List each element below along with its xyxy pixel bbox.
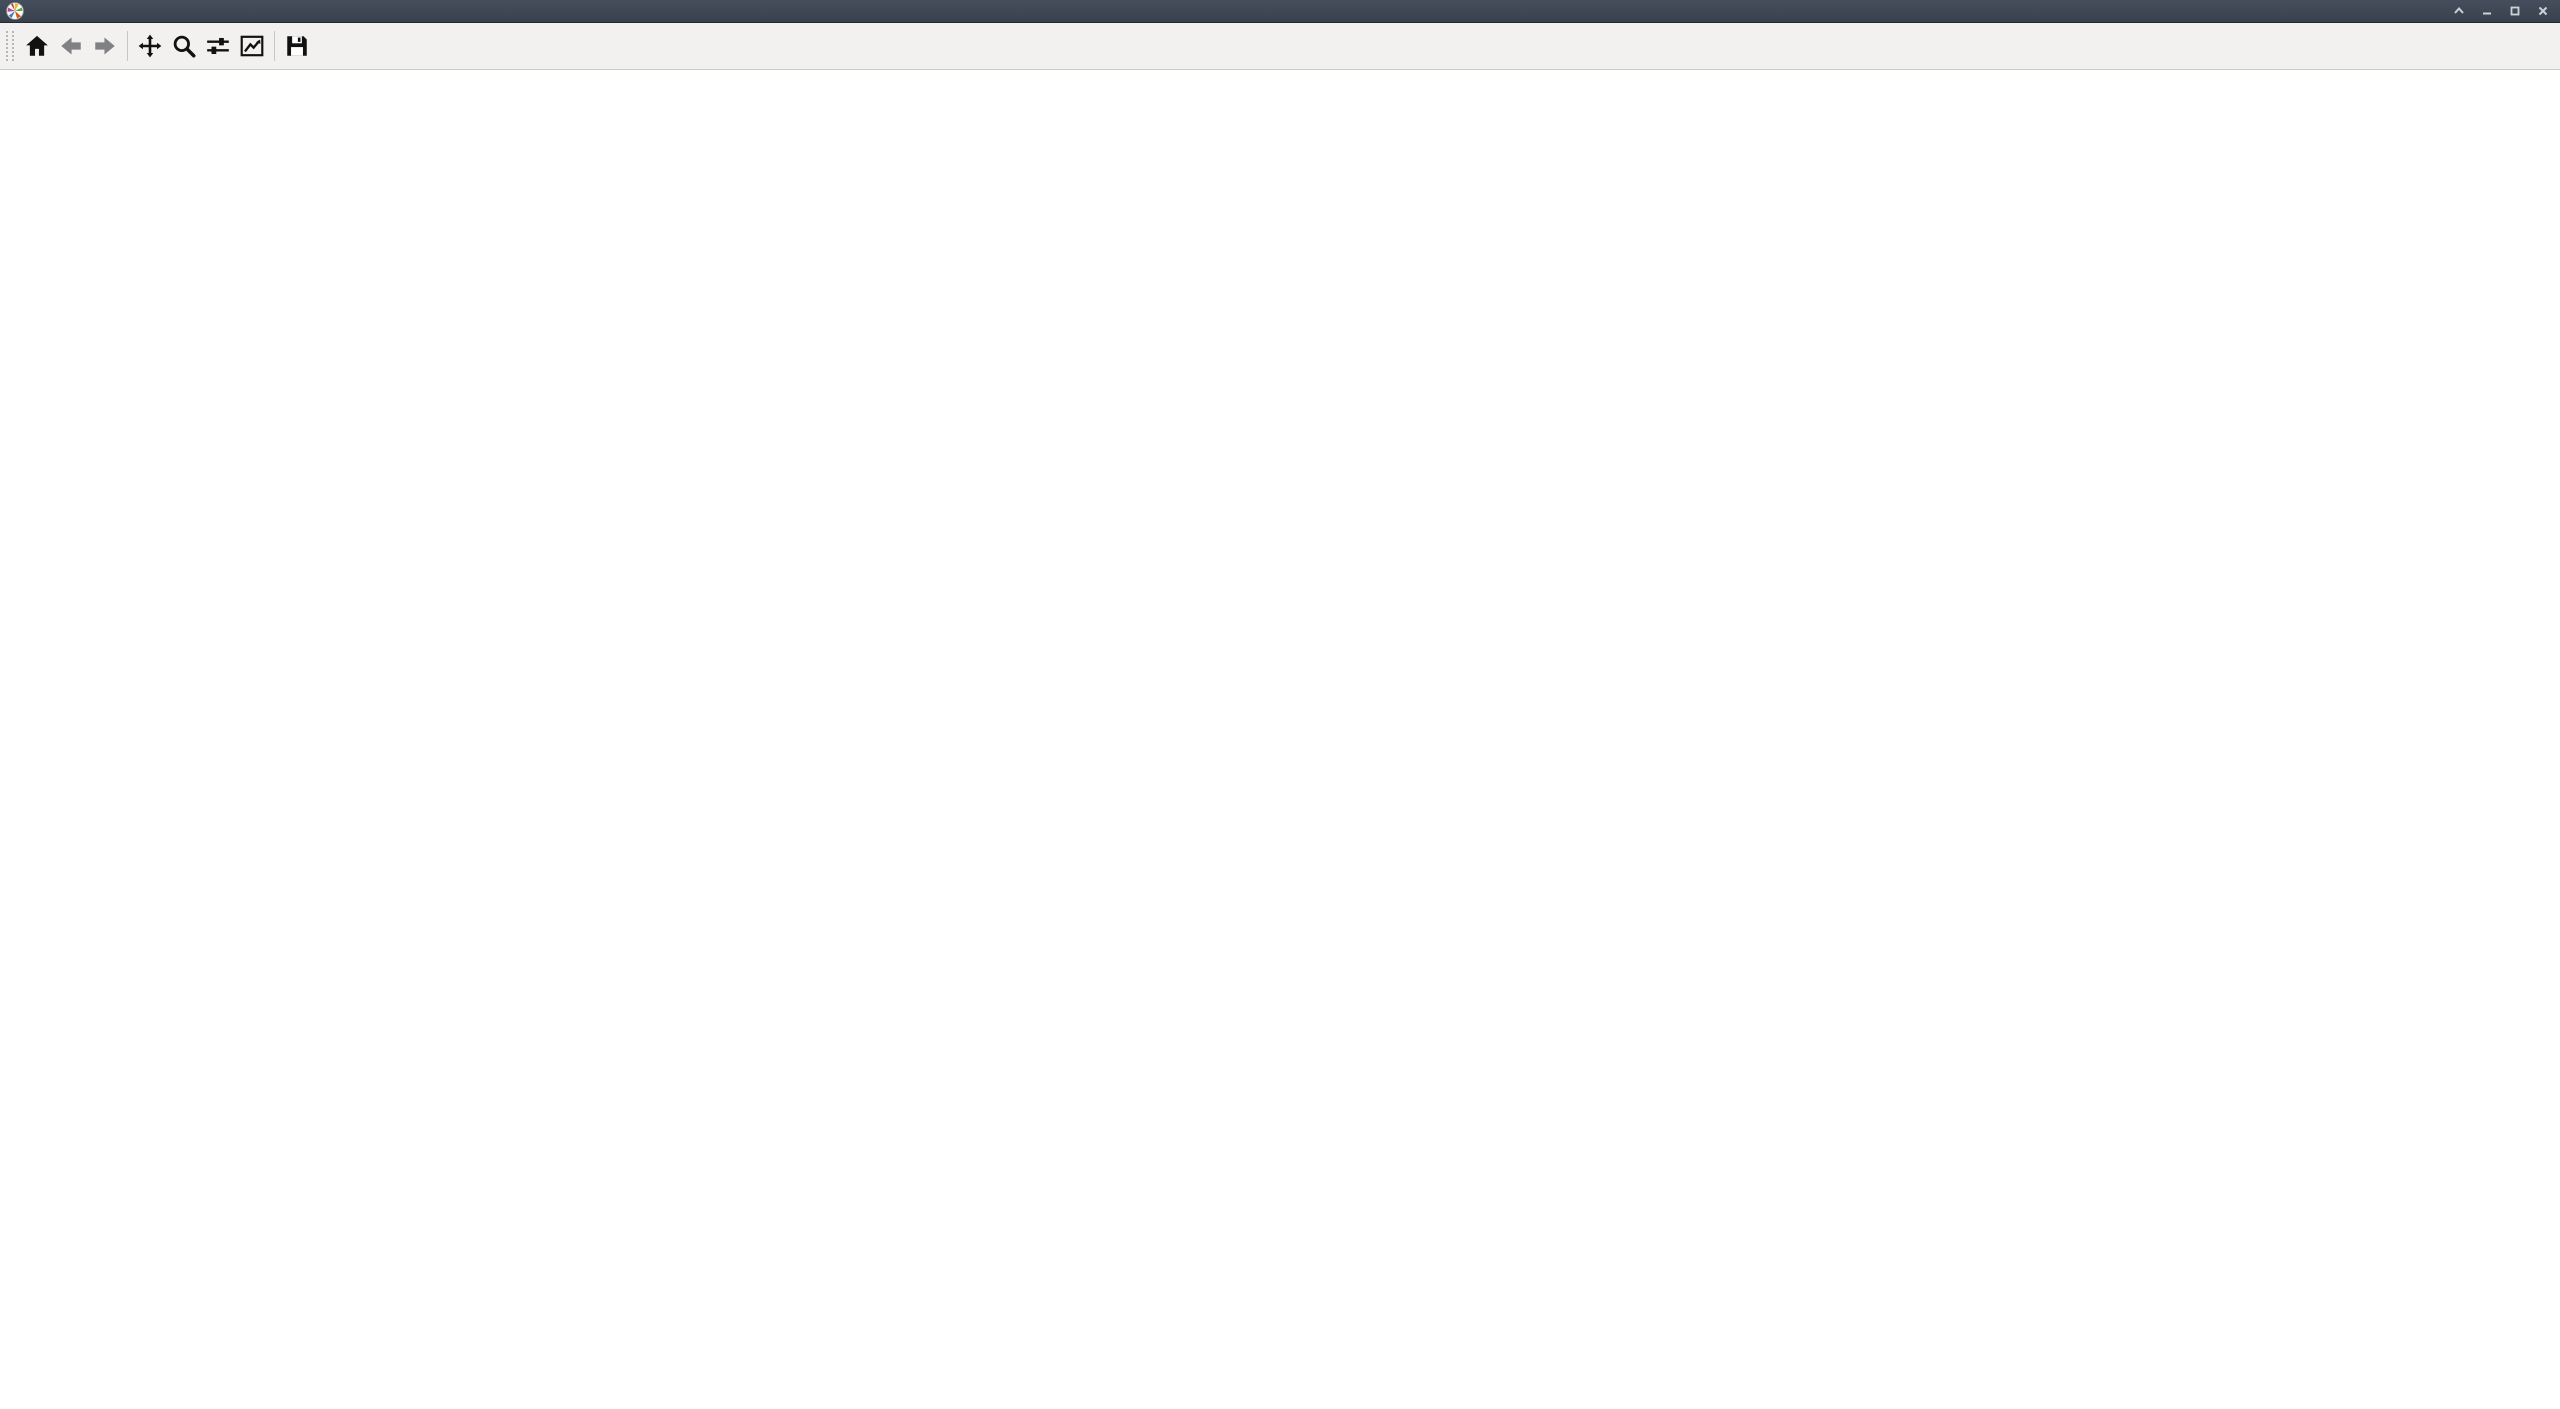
window-controls <box>2452 0 2550 22</box>
edit-axes-button[interactable] <box>235 28 269 64</box>
toolbar-grip[interactable] <box>6 31 14 61</box>
minimize-button[interactable] <box>2480 4 2494 18</box>
pan-icon <box>138 34 162 58</box>
sliders-icon <box>207 37 229 55</box>
configure-subplots-button[interactable] <box>201 28 235 64</box>
close-button[interactable] <box>2536 4 2550 18</box>
chevron-up-icon <box>2454 6 2464 14</box>
titlebar[interactable] <box>0 0 2560 23</box>
save-button[interactable] <box>280 28 314 64</box>
toolbar-separator <box>274 31 275 61</box>
window-title <box>0 0 2560 22</box>
home-icon <box>26 35 48 56</box>
back-button[interactable] <box>54 28 88 64</box>
close-icon <box>2538 6 2548 16</box>
shade-button[interactable] <box>2452 4 2466 18</box>
navigation-toolbar <box>0 23 2560 70</box>
pan-button[interactable] <box>133 28 167 64</box>
home-button[interactable] <box>20 28 54 64</box>
forward-button[interactable] <box>88 28 122 64</box>
line-chart-icon <box>240 35 264 57</box>
magnifier-icon <box>173 35 196 58</box>
save-icon <box>287 36 307 56</box>
forward-arrow-icon <box>95 37 115 55</box>
figure-canvas[interactable] <box>0 70 2560 1409</box>
minimize-icon <box>2483 12 2491 15</box>
maximize-icon <box>2510 6 2520 16</box>
maximize-button[interactable] <box>2508 4 2522 18</box>
back-arrow-icon <box>61 37 81 55</box>
zoom-button[interactable] <box>167 28 201 64</box>
matplotlib-logo-icon <box>6 2 24 20</box>
toolbar-separator <box>127 31 128 61</box>
